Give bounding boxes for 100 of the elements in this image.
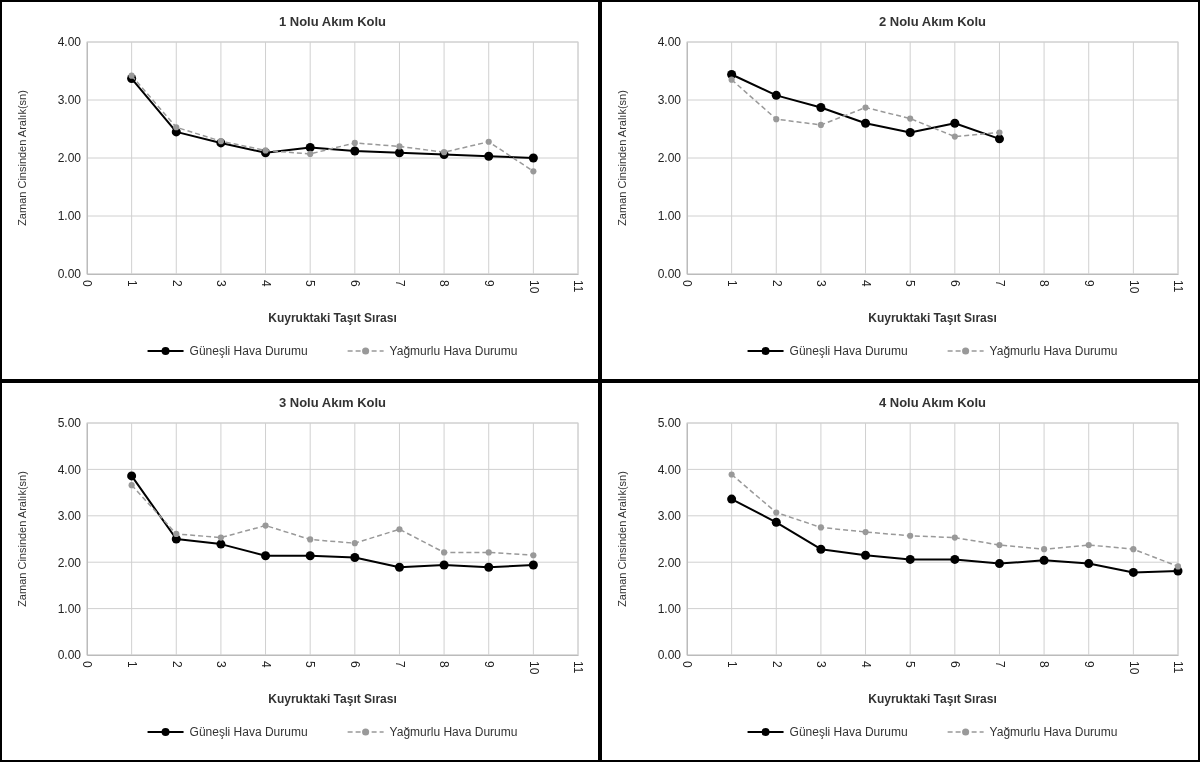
point (1174, 563, 1182, 570)
x-axis-title: Kuyruktaki Taşıt Sırası (268, 311, 397, 325)
x-tick-label: 11 (571, 280, 586, 293)
x-tick-label: 10 (526, 661, 541, 675)
point (862, 104, 869, 111)
x-tick-label: 4 (258, 280, 273, 287)
x-tick-label: 8 (437, 280, 452, 287)
y-tick-label: 5.00 (657, 416, 682, 431)
point (1039, 555, 1049, 565)
x-tick-label: 3 (214, 661, 229, 668)
x-axis-title: Kuyruktaki Taşıt Sırası (268, 692, 397, 706)
legend-label: Yağmurlu Hava Durumu (989, 344, 1118, 359)
y-tick-label: 4.00 (657, 462, 682, 477)
point (862, 528, 869, 536)
point (728, 471, 735, 478)
point (484, 151, 494, 161)
x-tick-label: 1 (124, 280, 139, 287)
x-tick-label: 11 (571, 661, 586, 674)
x-tick-label: 1 (724, 661, 739, 668)
point (528, 560, 538, 570)
x-tick-label: 10 (1126, 280, 1141, 294)
point (728, 76, 735, 83)
x-tick-label: 0 (680, 280, 695, 287)
point (950, 554, 960, 564)
chart-title: 1 Nolu Akım Kolu (278, 14, 387, 29)
x-tick-label: 3 (214, 280, 229, 287)
point (528, 153, 538, 163)
y-tick-label: 0.00 (57, 267, 82, 282)
point (1041, 546, 1048, 553)
point (907, 115, 914, 122)
legend-label: Yağmurlu Hava Durumu (389, 344, 518, 359)
point (396, 526, 403, 533)
y-tick-label: 3.00 (57, 509, 82, 524)
point (816, 544, 826, 554)
x-tick-label: 8 (437, 661, 452, 668)
point (173, 530, 180, 537)
x-tick-label: 1 (724, 280, 739, 287)
x-tick-label: 10 (1126, 661, 1141, 675)
point (771, 90, 781, 100)
y-tick-label: 0.00 (57, 648, 82, 663)
x-tick-label: 0 (680, 661, 695, 668)
point (484, 562, 494, 572)
point (994, 134, 1004, 144)
legend-label: Güneşli Hava Durumu (789, 725, 908, 740)
legend-label: Güneşli Hava Durumu (189, 725, 308, 740)
x-tick-label: 7 (992, 280, 1007, 287)
x-tick-label: 6 (948, 280, 963, 287)
x-tick-label: 9 (482, 661, 497, 668)
point (861, 118, 871, 128)
point (773, 116, 780, 123)
point (1130, 546, 1137, 553)
y-tick-label: 0.00 (657, 267, 682, 282)
point (771, 517, 781, 527)
point (262, 147, 269, 154)
x-tick-label: 10 (526, 280, 541, 294)
point (861, 550, 871, 560)
x-tick-label: 7 (392, 280, 407, 287)
point (350, 553, 360, 563)
point (727, 494, 737, 504)
y-tick-label: 3.00 (657, 93, 682, 108)
point (262, 522, 269, 529)
point (128, 482, 135, 489)
legend-label: Yağmurlu Hava Durumu (389, 725, 518, 740)
x-axis-title: Kuyruktaki Taşıt Sırası (868, 311, 997, 325)
point (394, 562, 404, 572)
point (351, 540, 358, 547)
point (773, 509, 780, 516)
x-tick-label: 11 (1171, 661, 1186, 674)
point (307, 150, 314, 158)
legend-label: Güneşli Hava Durumu (789, 344, 908, 359)
point (996, 541, 1003, 549)
x-tick-label: 2 (769, 661, 784, 668)
x-tick-label: 2 (769, 280, 784, 287)
point (441, 149, 448, 156)
x-tick-label: 0 (80, 661, 95, 668)
x-tick-label: 2 (169, 280, 184, 287)
chart-title: 2 Nolu Akım Kolu (878, 14, 987, 29)
chart-title: 4 Nolu Akım Kolu (878, 395, 987, 410)
x-tick-label: 5 (303, 280, 318, 287)
point (439, 560, 449, 570)
y-tick-label: 5.00 (57, 416, 82, 431)
point (217, 534, 224, 541)
x-tick-label: 6 (948, 661, 963, 668)
chart-title: 3 Nolu Akım Kolu (278, 395, 387, 410)
x-tick-label: 5 (903, 661, 918, 668)
x-tick-label: 9 (482, 280, 497, 287)
x-tick-label: 5 (903, 280, 918, 287)
y-tick-label: 2.00 (57, 555, 82, 570)
x-tick-label: 9 (1082, 280, 1097, 287)
y-tick-label: 1.00 (57, 601, 82, 616)
point (994, 559, 1004, 569)
x-tick-label: 8 (1037, 661, 1052, 668)
point (485, 549, 492, 556)
x-tick-label: 4 (858, 661, 873, 668)
x-tick-label: 0 (80, 280, 95, 287)
y-tick-label: 1.00 (57, 209, 82, 224)
x-tick-label: 7 (992, 661, 1007, 668)
y-axis-title: Zaman Cinsinden Aralık(sn) (16, 90, 28, 226)
y-tick-label: 2.00 (657, 555, 682, 570)
y-tick-label: 1.00 (657, 209, 682, 224)
